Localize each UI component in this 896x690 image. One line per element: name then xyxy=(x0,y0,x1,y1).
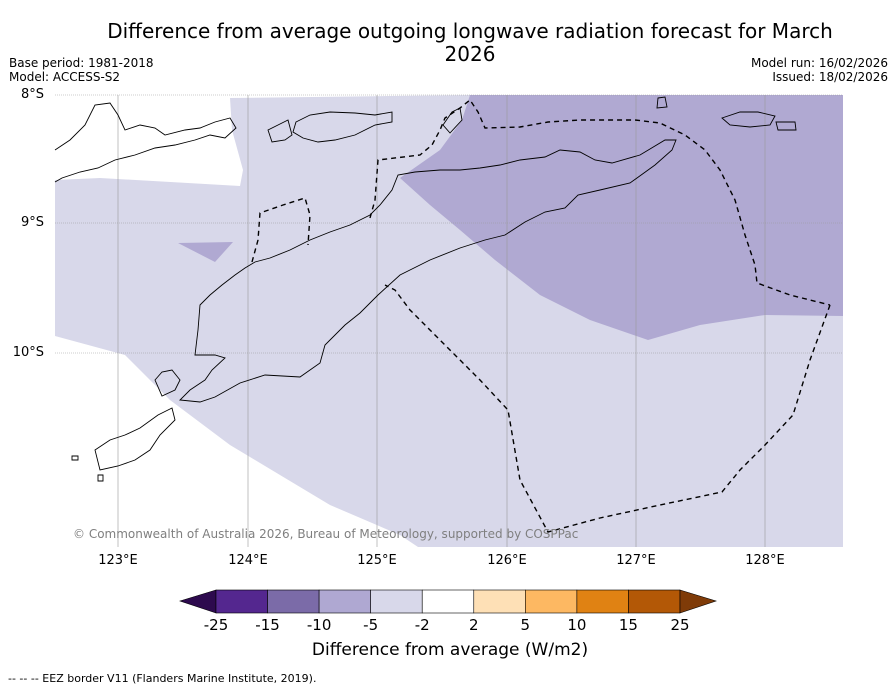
lon-label-128e: 128°E xyxy=(745,553,785,568)
rote-island xyxy=(154,369,181,397)
colorbar-cell xyxy=(525,589,578,614)
model-name: Model: ACCESS-S2 xyxy=(9,70,121,84)
colorbar-tick-label: 10 xyxy=(567,616,587,634)
colorbar-cell xyxy=(318,589,371,614)
meta-right: Model run: 16/02/2026 Issued: 18/02/2026 xyxy=(751,56,888,84)
meridians xyxy=(117,95,766,547)
colorbar-title: Difference from average (W/m2) xyxy=(311,640,589,660)
anomaly-region-dark xyxy=(400,95,843,340)
colorbar-tick-label: -5 xyxy=(363,616,379,634)
lon-label-125e: 125°E xyxy=(357,553,397,568)
colorbar-arrow-right xyxy=(679,589,717,614)
savu-island xyxy=(94,407,176,471)
lon-label-123e: 123°E xyxy=(98,553,138,568)
colorbar-tick-label: -10 xyxy=(306,616,332,634)
alor-island xyxy=(292,111,393,143)
lon-label-126e: 126°E xyxy=(487,553,527,568)
lat-label-9s: 9°S xyxy=(20,215,44,230)
small-island-sw2 xyxy=(97,474,104,482)
colorbar-tick-label: -25 xyxy=(203,616,229,634)
colorbar-arrow-left xyxy=(179,589,217,614)
anomaly-patch-small xyxy=(178,242,233,262)
colorbar-cell xyxy=(421,589,475,614)
base-period: Base period: 1981-2018 xyxy=(9,56,154,70)
gridlines xyxy=(55,94,843,354)
small-island-east2 xyxy=(775,121,797,131)
lat-label-8s: 8°S xyxy=(20,87,44,102)
colorbar-tick-label: 5 xyxy=(520,616,531,634)
pantar-island xyxy=(267,119,293,143)
lon-label-127e: 127°E xyxy=(616,553,656,568)
colorbar-cell xyxy=(576,589,629,614)
chart-title: Difference from average outgoing longwav… xyxy=(107,19,833,66)
model-run: Model run: 16/02/2026 xyxy=(750,56,888,70)
lon-label-124e: 124°E xyxy=(228,553,268,568)
meta-left: Base period: 1981-2018 Model: ACCESS-S2 xyxy=(9,56,154,84)
footnote: -- -- -- EEZ border V11 (Flanders Marine… xyxy=(8,672,317,685)
colorbar-tick-label: 2 xyxy=(468,616,479,634)
small-island-east xyxy=(721,111,776,128)
colorbar-tick-label: -2 xyxy=(414,616,430,634)
colorbar-cell xyxy=(473,589,526,614)
eez-border xyxy=(251,98,831,533)
timor-island xyxy=(179,139,677,403)
small-island-sw xyxy=(71,455,79,461)
colorbar-cell xyxy=(628,589,681,614)
copyright-notice: © Commonwealth of Australia 2026, Bureau… xyxy=(73,527,579,541)
colorbar-cell xyxy=(267,589,320,614)
colorbar-tick-label: 15 xyxy=(618,616,638,634)
colorbar xyxy=(179,589,717,614)
issued-date: Issued: 18/02/2026 xyxy=(772,70,888,84)
colorbar-cell xyxy=(215,589,268,614)
coastlines xyxy=(54,96,797,482)
colorbar-tick-label: 25 xyxy=(670,616,690,634)
lat-label-10s: 10°S xyxy=(12,345,44,360)
colorbar-tick-label: -15 xyxy=(255,616,280,634)
flores-coast xyxy=(54,102,237,183)
colorbar-cell xyxy=(370,589,423,614)
wetar-island xyxy=(656,96,668,109)
